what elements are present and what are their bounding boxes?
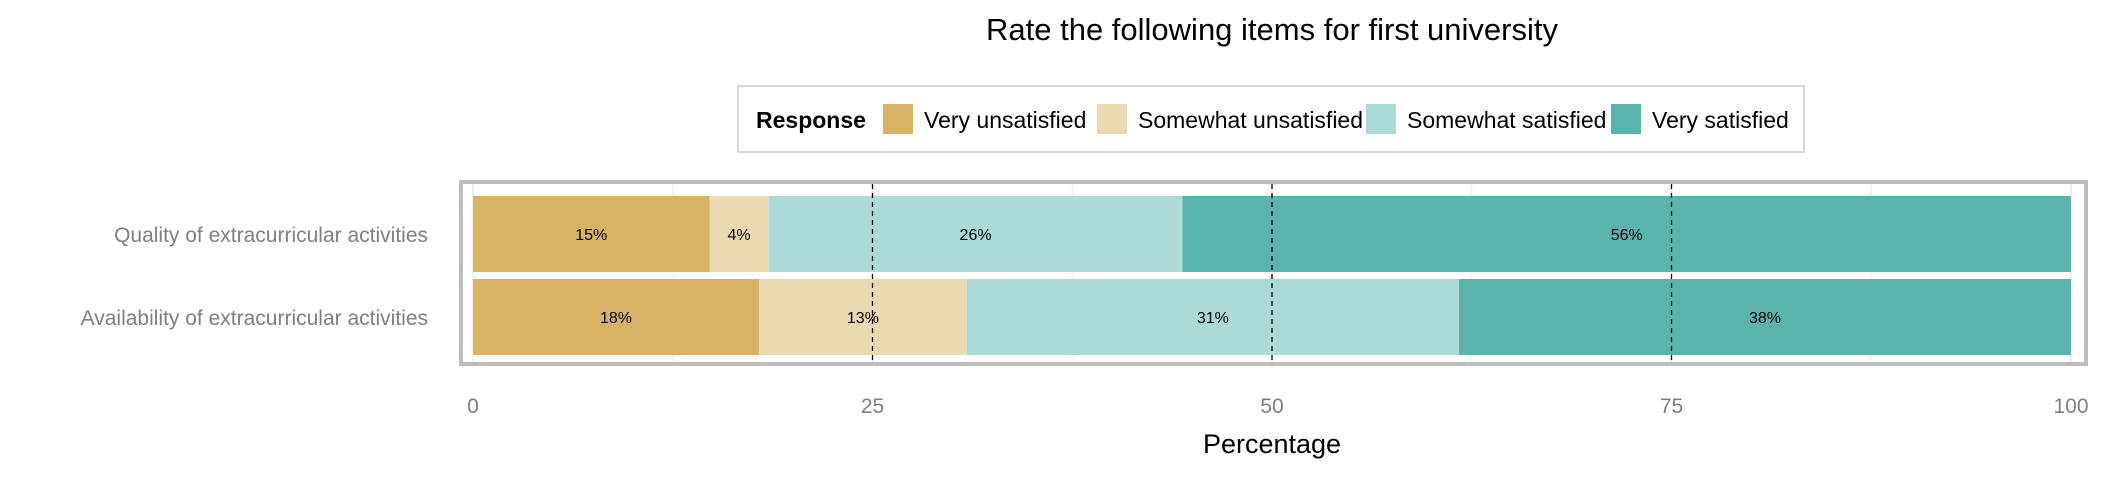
x-tick-label: 25 <box>861 395 884 418</box>
x-tick-label: 50 <box>1260 395 1283 418</box>
x-tick-label: 100 <box>2053 395 2088 418</box>
legend-label: Very satisfied <box>1652 107 1789 133</box>
bar-segment <box>473 279 760 355</box>
data-label: 15% <box>575 227 607 244</box>
x-tick-label: 75 <box>1660 395 1683 418</box>
bar-segment <box>768 196 1183 272</box>
bar-segment <box>966 279 1459 355</box>
data-label: 56% <box>1611 227 1643 244</box>
bar-segment <box>759 279 967 355</box>
data-label: 4% <box>728 227 751 244</box>
bar-segment <box>1182 196 2071 272</box>
data-label: 13% <box>847 310 879 327</box>
x-axis-ticks: 0 25 50 75 100 <box>467 395 2088 418</box>
category-label: Availability of extracurricular activiti… <box>81 307 428 330</box>
chart-title: Rate the following items for first unive… <box>986 12 1558 47</box>
bars: 15% 4% 26% 56% 18% 13% 31% 38% <box>473 196 2071 355</box>
legend-title: Response <box>756 107 866 133</box>
legend-key <box>883 104 913 134</box>
x-tick-label: 0 <box>467 395 479 418</box>
legend: Response Very unsatisfied Somewhat unsati… <box>737 85 1805 153</box>
legend-key <box>1611 104 1641 134</box>
legend-label: Very unsatisfied <box>924 107 1086 133</box>
legend-label: Somewhat unsatisfied <box>1138 107 1363 133</box>
legend-label: Somewhat satisfied <box>1407 107 1606 133</box>
data-label: 38% <box>1749 310 1781 327</box>
data-label: 31% <box>1197 310 1229 327</box>
x-axis-label: Percentage <box>1203 429 1341 459</box>
bar-segment <box>473 196 710 272</box>
legend-key <box>1097 104 1127 134</box>
category-label: Quality of extracurricular activities <box>114 224 428 247</box>
bar-segment <box>1458 279 2071 355</box>
data-label: 18% <box>600 310 632 327</box>
data-label: 26% <box>960 227 992 244</box>
bar-segment <box>709 196 769 272</box>
reference-lines <box>871 184 1673 362</box>
legend-key <box>1366 104 1396 134</box>
category-labels: Quality of extracurricular activities Ava… <box>81 224 428 330</box>
